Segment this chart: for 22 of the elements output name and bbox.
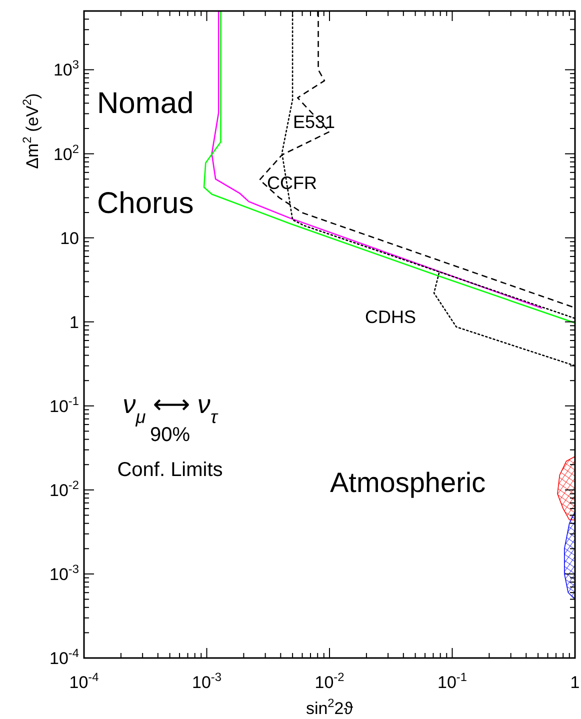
y-tick-label: 10$^{-2}$ bbox=[50, 478, 80, 500]
series-label: Chorus bbox=[97, 187, 194, 220]
annotation: Atmospheric bbox=[330, 467, 486, 498]
series-label: Nomad bbox=[97, 87, 194, 120]
series-label: CCFR bbox=[267, 173, 317, 193]
y-tick-label: 10$^{-4}$ bbox=[50, 646, 80, 668]
x-tick-label: 10$^{-3}$ bbox=[192, 670, 222, 692]
y-tick-label: 10$^{2}$ bbox=[53, 142, 80, 164]
y-tick-label: 10$^{3}$ bbox=[53, 58, 80, 80]
y-tick-label: 10$^{-1}$ bbox=[50, 394, 80, 416]
annotation: 90% bbox=[150, 424, 190, 446]
x-tick-label: 10$^{-2}$ bbox=[314, 670, 345, 692]
y-tick-label: 10 bbox=[60, 228, 79, 248]
y-tick-label: 1 bbox=[70, 312, 79, 332]
y-tick-label: 10$^{-3}$ bbox=[50, 562, 80, 584]
x-axis-title: sin$^{2}$2ϑ bbox=[306, 696, 354, 718]
annotation: ν$_{μ}$ ⟷ ν$_{τ}$ bbox=[122, 389, 218, 427]
series-label: E531 bbox=[293, 112, 336, 132]
series-label: CDHS bbox=[365, 307, 416, 327]
annotation: Conf. Limits bbox=[117, 459, 223, 481]
x-tick-label: 1 bbox=[570, 673, 580, 692]
x-tick-label: 10$^{-1}$ bbox=[438, 670, 468, 692]
